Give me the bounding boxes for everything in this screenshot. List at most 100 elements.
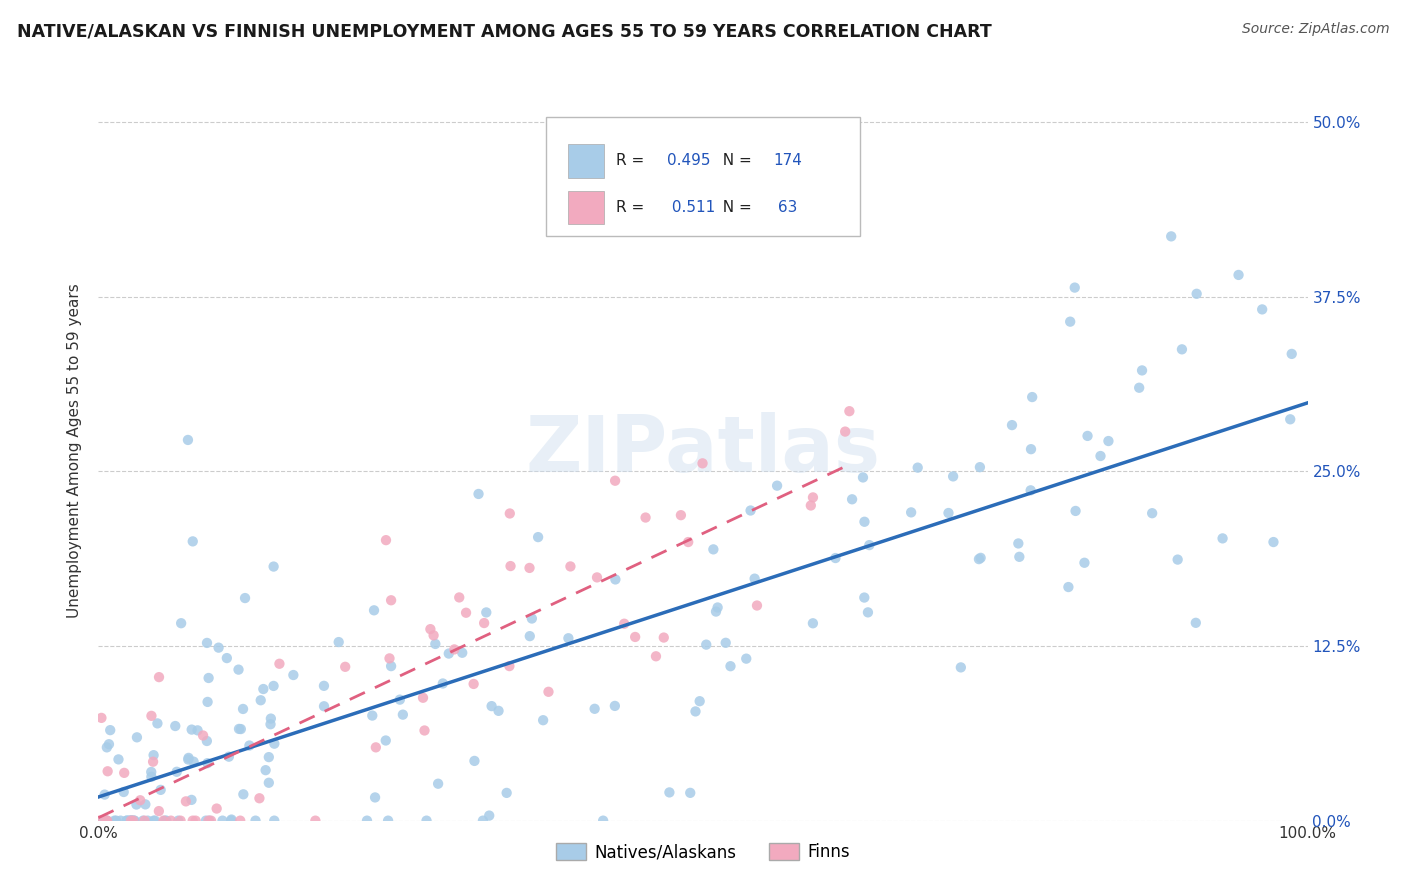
Point <box>1090 449 1112 463</box>
Point <box>1019 442 1042 457</box>
Text: 174: 174 <box>773 153 801 169</box>
Point <box>184 814 207 828</box>
Point <box>115 814 138 828</box>
Point <box>766 478 789 492</box>
Point <box>198 814 221 828</box>
Point <box>702 542 724 557</box>
Point <box>824 551 846 566</box>
Point <box>112 765 135 780</box>
Point <box>422 628 444 642</box>
Point <box>149 783 172 797</box>
Point <box>118 814 141 828</box>
Point <box>120 814 142 828</box>
Point <box>229 814 252 828</box>
Point <box>676 535 699 549</box>
Point <box>96 814 118 828</box>
Point <box>125 731 148 745</box>
Point <box>1057 580 1080 594</box>
Point <box>375 533 398 548</box>
Point <box>187 723 209 738</box>
Point <box>658 785 681 799</box>
Point <box>107 752 129 766</box>
Point <box>181 534 204 549</box>
Point <box>586 570 609 584</box>
Point <box>197 671 219 685</box>
Point <box>967 552 990 566</box>
Point <box>472 615 495 630</box>
Point <box>388 692 411 706</box>
Point <box>134 797 156 812</box>
Point <box>259 717 281 731</box>
Point <box>228 663 250 677</box>
Point <box>531 713 554 727</box>
Point <box>91 814 114 828</box>
Point <box>122 814 145 828</box>
Point <box>380 593 402 607</box>
Text: R =: R = <box>616 200 650 215</box>
Point <box>427 777 450 791</box>
Point <box>249 791 271 805</box>
Legend: Natives/Alaskans, Finns: Natives/Alaskans, Finns <box>548 837 858 868</box>
Point <box>215 651 238 665</box>
Point <box>488 704 510 718</box>
Point <box>498 659 520 673</box>
Point <box>229 722 252 736</box>
Point <box>1001 418 1024 433</box>
Point <box>96 740 118 755</box>
Point <box>437 647 460 661</box>
Point <box>478 808 501 822</box>
Point <box>98 723 121 738</box>
Point <box>328 635 350 649</box>
Point <box>228 722 250 736</box>
Point <box>181 814 204 828</box>
Point <box>155 814 177 828</box>
Point <box>856 606 879 620</box>
Point <box>312 699 335 714</box>
Point <box>706 600 728 615</box>
Point <box>495 786 517 800</box>
Point <box>94 814 117 828</box>
Point <box>105 814 128 828</box>
FancyBboxPatch shape <box>546 117 860 235</box>
Point <box>170 616 193 631</box>
Point <box>592 814 614 828</box>
Point <box>146 716 169 731</box>
FancyBboxPatch shape <box>568 145 603 178</box>
Point <box>624 630 647 644</box>
Point <box>142 748 165 763</box>
Point <box>969 550 991 565</box>
Point <box>714 636 737 650</box>
Point <box>645 649 668 664</box>
Point <box>449 591 471 605</box>
Point <box>454 606 477 620</box>
Point <box>232 702 254 716</box>
Point <box>603 474 626 488</box>
Point <box>634 510 657 524</box>
Point <box>174 794 197 808</box>
Point <box>177 751 200 765</box>
Point <box>115 814 138 828</box>
Point <box>858 538 880 552</box>
Point <box>1007 536 1029 550</box>
Point <box>519 629 541 643</box>
Point <box>200 814 222 828</box>
Point <box>141 709 163 723</box>
Point <box>142 755 165 769</box>
Point <box>252 681 274 696</box>
Point <box>692 456 714 470</box>
Point <box>1097 434 1119 448</box>
Point <box>197 695 219 709</box>
Point <box>169 814 191 828</box>
Point <box>801 616 824 631</box>
Point <box>97 764 120 779</box>
Text: R =: R = <box>616 153 650 169</box>
Point <box>238 739 260 753</box>
Point <box>378 651 401 665</box>
Point <box>361 708 384 723</box>
Point <box>1160 229 1182 244</box>
Point <box>120 814 142 828</box>
Point <box>1059 315 1081 329</box>
Point <box>165 719 187 733</box>
Point <box>121 814 143 828</box>
Point <box>838 404 860 418</box>
